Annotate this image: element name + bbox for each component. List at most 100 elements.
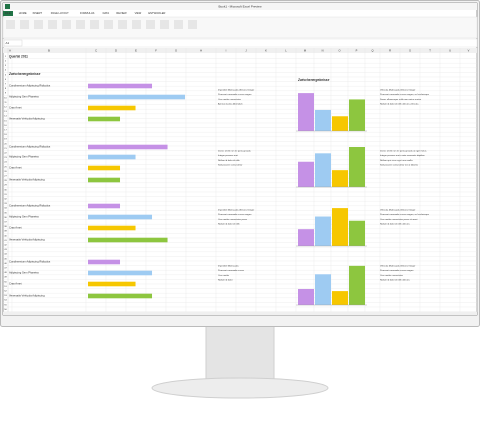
column-header: T (429, 48, 431, 52)
row-header: 1 (5, 56, 7, 58)
row-header: 16 (4, 125, 7, 127)
row-label: Condimentum Adipiscing Ridiculus (9, 204, 51, 208)
row-header: 23 (4, 157, 7, 159)
ribbon-button[interactable] (62, 20, 71, 29)
chart-title: Zwischenergebnisse (297, 78, 330, 82)
row-header: 54 (4, 300, 7, 302)
note-right: Nullam quis risus eget urna mollis (380, 159, 414, 162)
row-label: Adipiscing Sem Pharetra (9, 271, 39, 275)
file-tab-bg (3, 11, 13, 16)
ribbon-button[interactable] (48, 20, 57, 29)
row-header: 9 (5, 93, 7, 95)
row-header: 20 (4, 143, 7, 145)
ribbon-button[interactable] (132, 20, 141, 29)
ribbon-tab[interactable]: PAGE LAYOUT (51, 11, 69, 15)
row-header: 42 (4, 244, 7, 246)
row-header: 26 (4, 171, 7, 173)
ribbon-tab[interactable]: HOME (19, 11, 27, 15)
column (315, 274, 331, 305)
column (298, 161, 314, 187)
ribbon-button[interactable] (160, 20, 169, 29)
row-label: Condimentum Adipiscing Ridiculus (9, 145, 51, 149)
status-bar (3, 312, 477, 315)
bar (88, 116, 121, 122)
ribbon-button[interactable] (104, 20, 113, 29)
bar (88, 203, 121, 209)
note-right: Integer posuere erat a ante venenatis da… (380, 154, 426, 157)
row-header: 8 (5, 88, 7, 90)
ribbon-tab[interactable]: DATA (103, 11, 110, 15)
bar (88, 144, 168, 150)
row-header: 22 (4, 152, 7, 154)
note-left: Praesent commodo cursus magna (218, 93, 252, 96)
row-header: 11 (4, 102, 7, 104)
ribbon (2, 16, 478, 39)
column-header: V (468, 48, 470, 52)
row-header: 2 (5, 60, 7, 62)
ribbon-tab[interactable]: VIEW (135, 11, 142, 15)
row-header: 48 (4, 272, 7, 274)
ribbon-button[interactable] (34, 20, 43, 29)
app-icon (5, 4, 10, 9)
note-right: Nullam id dolor id nibh ultricies (380, 222, 411, 225)
note-left: Donec id elit non mi porta gravida (218, 150, 251, 153)
note-left: Nullam id dolor (218, 278, 233, 281)
ribbon-button[interactable] (90, 20, 99, 29)
row-header: 47 (4, 267, 7, 269)
column-header: O (338, 48, 340, 52)
note-right: Vehicula Malesuada Ultricies Integer (380, 89, 416, 92)
ribbon-tab[interactable]: REVIEW (116, 11, 127, 15)
ribbon-button[interactable] (118, 20, 127, 29)
note-right: Cras mattis consectetur (380, 274, 403, 277)
row-header: 55 (4, 304, 7, 306)
column (332, 170, 348, 187)
row-header: 15 (4, 120, 7, 122)
row-header: 50 (4, 281, 7, 283)
column-header: F (155, 48, 157, 52)
note-left: Imperdiet Malesuada Ultricies Integer (218, 209, 255, 212)
ribbon-button[interactable] (76, 20, 85, 29)
row-header: 34 (4, 208, 7, 210)
column-header: P (356, 48, 358, 52)
row-header: 53 (4, 295, 7, 297)
column (332, 116, 348, 131)
ribbon-tab[interactable]: FORMULAS (80, 11, 95, 15)
ribbon-button[interactable] (6, 20, 15, 29)
ribbon-tab[interactable]: FILE (5, 11, 11, 15)
row-label: Adipiscing Sem Pharetra (9, 95, 39, 99)
ribbon-button[interactable] (174, 20, 183, 29)
ribbon-button[interactable] (20, 20, 29, 29)
note-left: Nullam id dolor id nibh (218, 222, 240, 225)
ribbon-tab[interactable]: ENTWICKLER (148, 11, 165, 15)
bar (88, 105, 136, 111)
ribbon-tab[interactable]: INSERT (33, 11, 43, 15)
column (315, 216, 331, 246)
column-header: R (389, 48, 391, 52)
ribbon-button[interactable] (188, 20, 197, 29)
column (349, 99, 365, 131)
column (315, 109, 331, 131)
name-box[interactable] (3, 39, 23, 47)
row-header: 39 (4, 231, 7, 233)
column-header: A (9, 48, 11, 52)
note-right: Donec ullamcorper nulla non metus auctor (380, 98, 421, 101)
row-header: 3 (5, 65, 7, 67)
row-header: 31 (4, 194, 7, 196)
bar (88, 293, 153, 299)
note-left: Nullam id dolor id nibh (218, 159, 240, 162)
bar (88, 214, 153, 220)
note-right: Praesent commodo cursus magna (380, 269, 414, 272)
column-header-bar (3, 48, 477, 53)
ribbon-button[interactable] (146, 20, 155, 29)
row-label: Venenatis Vehicula Adipiscing (9, 238, 45, 242)
bar (88, 237, 168, 243)
row-header: 5 (5, 74, 7, 76)
column-header: K (265, 48, 267, 52)
row-header: 6 (5, 79, 7, 81)
row-header: 44 (4, 254, 7, 256)
column-header: H (200, 48, 202, 52)
row-label: Cras Amet (9, 106, 22, 110)
column (332, 208, 348, 246)
column-header: Q (371, 48, 373, 52)
